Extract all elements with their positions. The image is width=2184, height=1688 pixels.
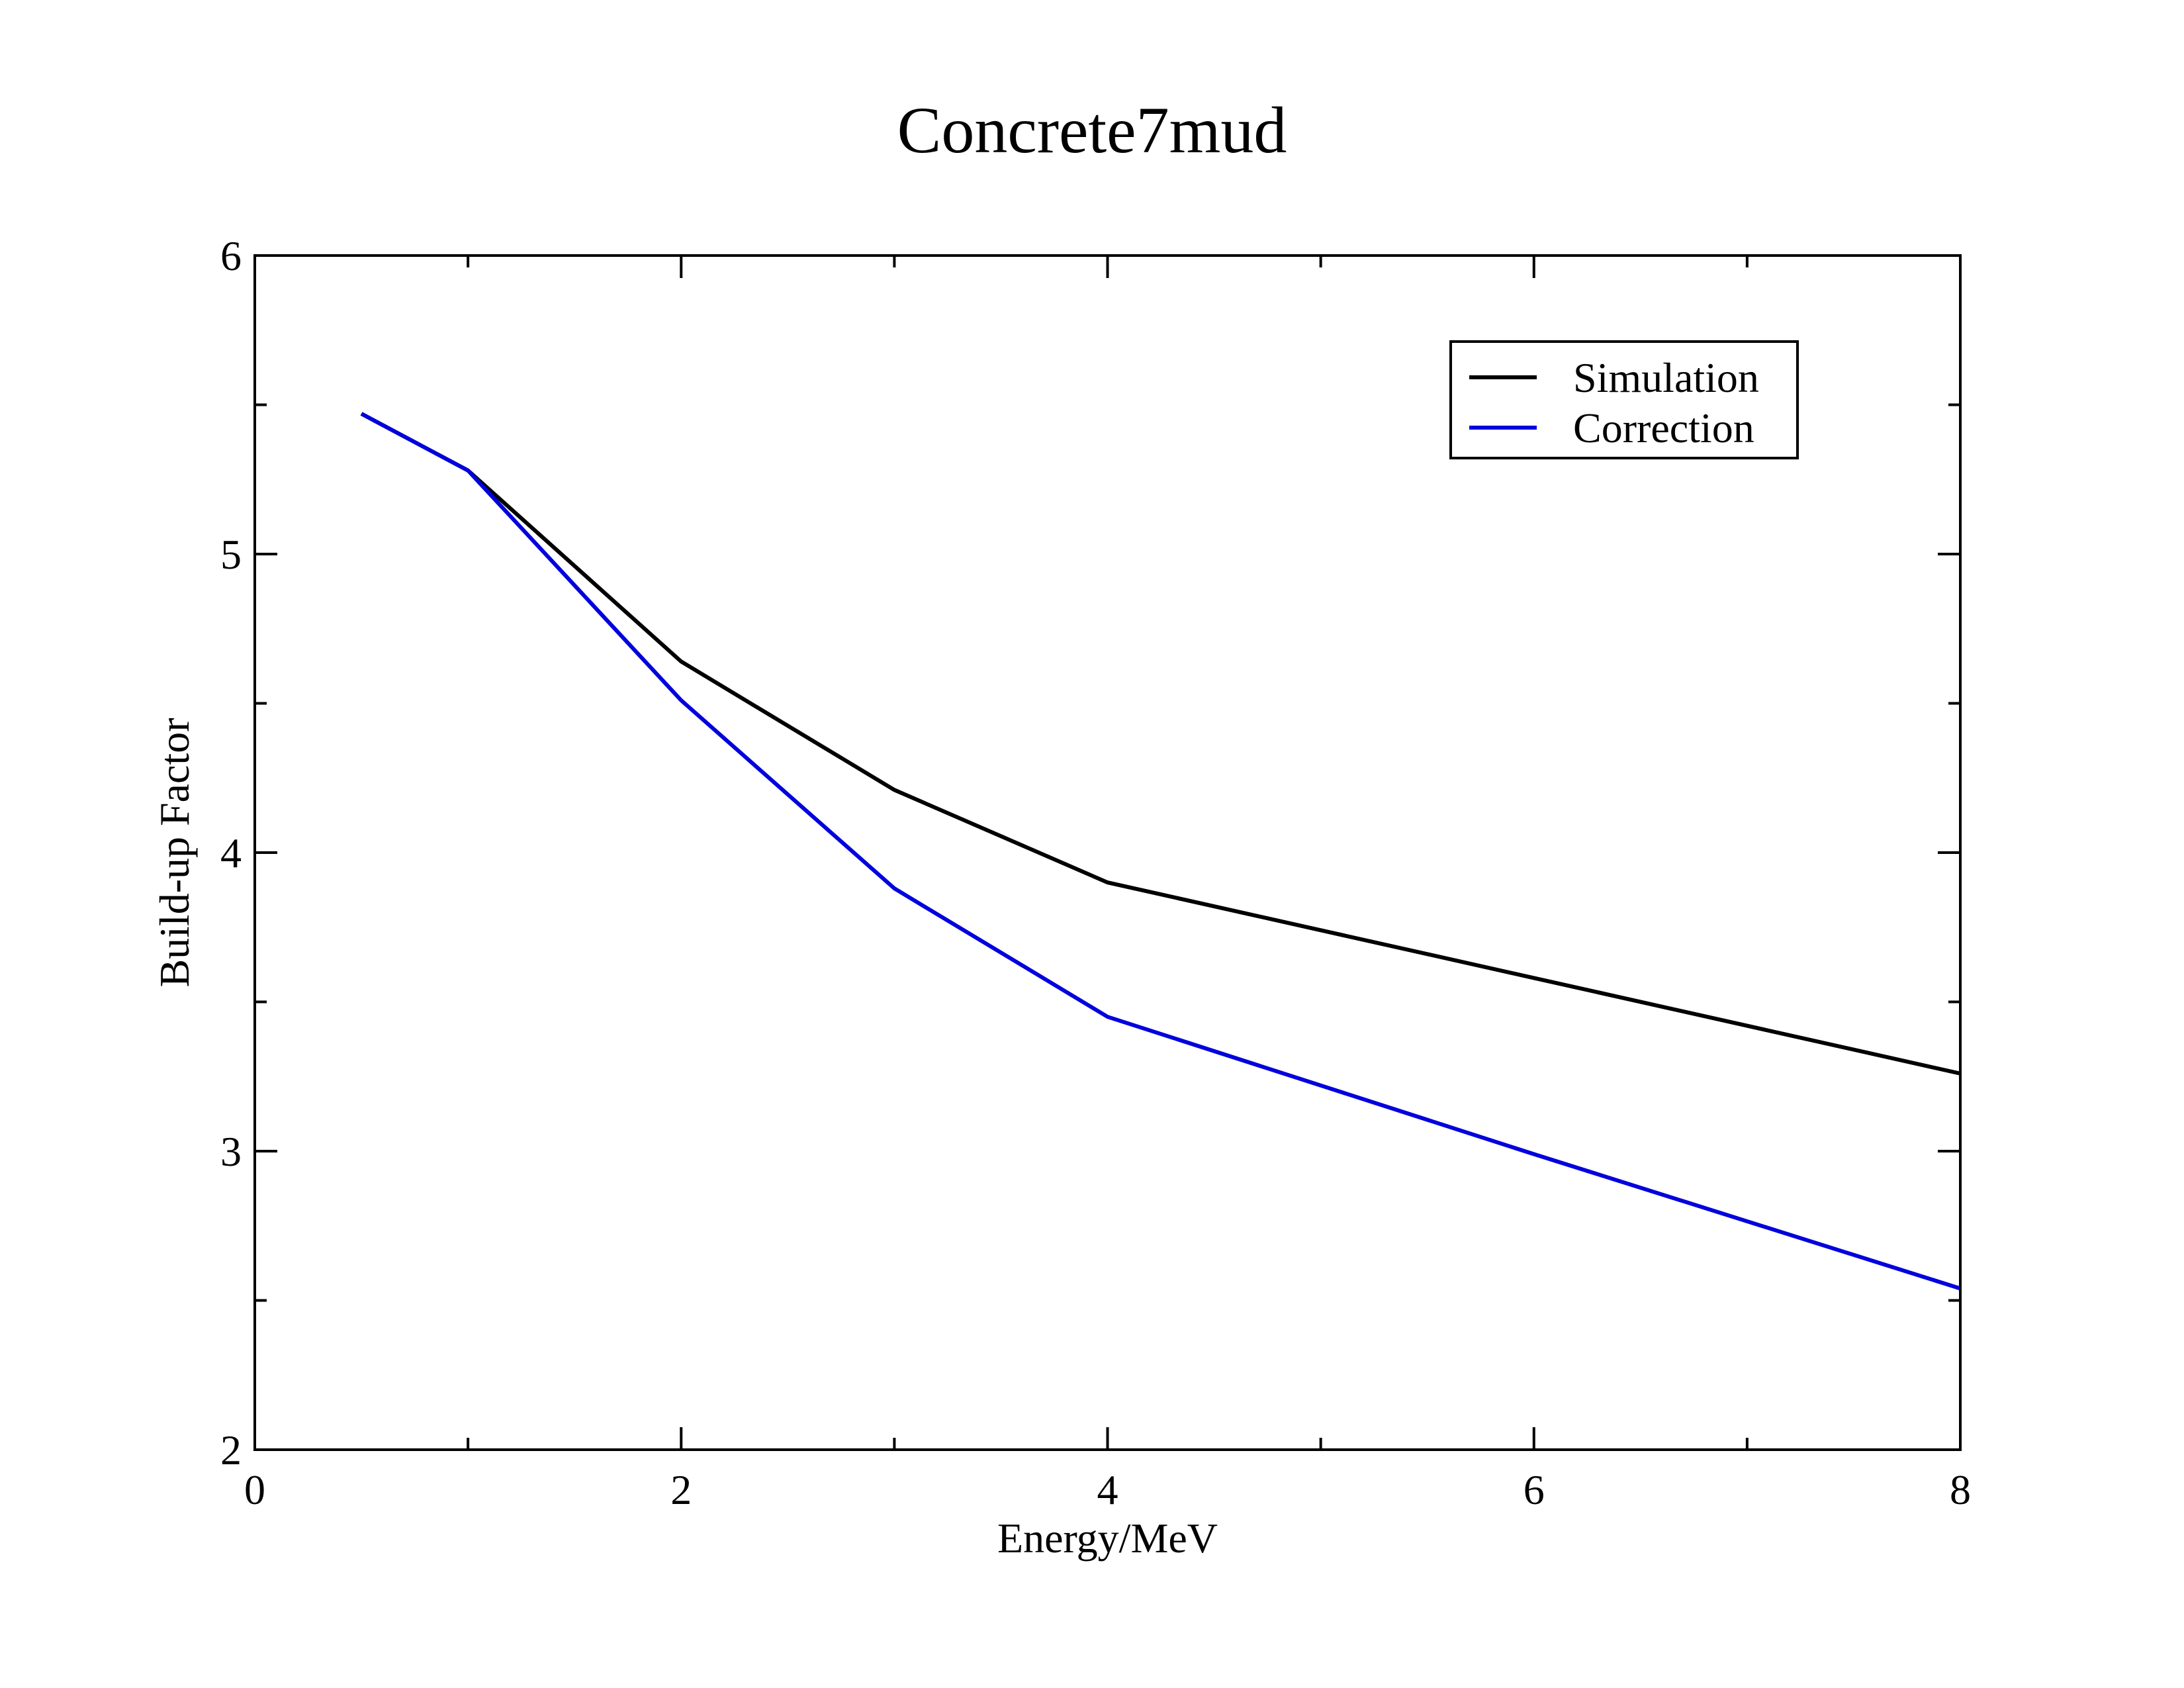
series-line-simulation — [360, 412, 1961, 1076]
plot-frame — [253, 254, 1962, 1451]
series-layer — [360, 412, 1961, 1291]
y-tick-label: 6 — [220, 232, 242, 279]
chart-title: Concrete7mud — [897, 93, 1287, 167]
series-line-correction — [360, 412, 1961, 1291]
y-tick-label: 5 — [220, 531, 242, 578]
y-tick-label: 3 — [220, 1128, 242, 1175]
legend-label: Correction — [1573, 404, 1754, 451]
x-axis-label: Energy/MeV — [997, 1515, 1218, 1562]
x-tick-label: 2 — [670, 1466, 692, 1513]
legend-label: Simulation — [1573, 354, 1759, 401]
x-tick-label: 6 — [1524, 1466, 1545, 1513]
y-tick-label: 4 — [220, 829, 242, 876]
x-tick-label: 8 — [1950, 1466, 1971, 1513]
legend-box — [1449, 340, 1799, 459]
x-tick-label: 4 — [1097, 1466, 1118, 1513]
x-tick-label: 0 — [244, 1466, 265, 1513]
y-axis-label: Build-up Factor — [151, 718, 198, 987]
y-tick-label: 2 — [220, 1427, 242, 1474]
